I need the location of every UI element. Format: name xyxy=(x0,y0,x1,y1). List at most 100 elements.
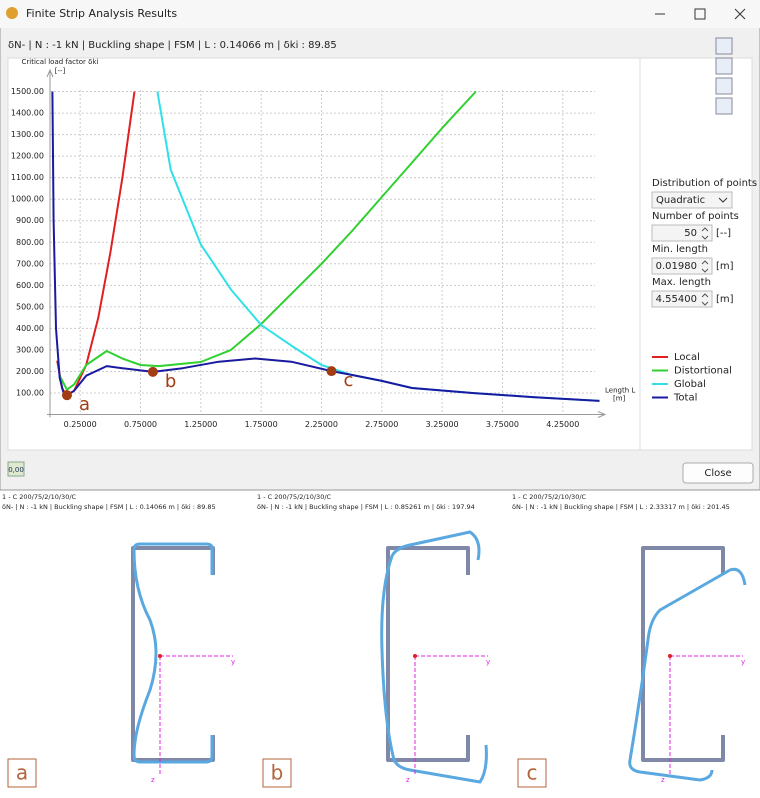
section-label-box xyxy=(262,758,292,788)
legend-label: Total xyxy=(673,393,697,404)
x-tick-label: 1.75000 xyxy=(245,420,278,429)
section-label: b xyxy=(271,761,284,785)
section-undeformed xyxy=(641,546,725,762)
section-undeformed xyxy=(386,546,470,762)
max-label: Max. length xyxy=(652,277,711,288)
chart-panel xyxy=(7,57,753,451)
marker xyxy=(147,366,158,377)
section-deformed xyxy=(380,530,488,784)
x-tick-label: 0.75000 xyxy=(124,420,157,429)
x-tick-label: 3.25000 xyxy=(426,420,459,429)
app-icon xyxy=(6,7,18,19)
local-axes xyxy=(414,655,488,775)
footer-icon[interactable] xyxy=(7,461,25,477)
y-tick-label: 100.00 xyxy=(16,388,44,397)
series-line xyxy=(58,90,477,391)
close-x[interactable] xyxy=(734,8,746,20)
chart-subtitle: δN- | N : -1 kN | Buckling shape | FSM |… xyxy=(8,40,337,51)
origin xyxy=(413,654,417,658)
section-caption: 1 - C 200/75/2/10/30/C xyxy=(2,493,77,501)
maximize[interactable] xyxy=(694,8,706,20)
section-label-box xyxy=(517,758,547,788)
section-info: δN- | N : -1 kN | Buckling shape | FSM |… xyxy=(257,503,475,511)
y-axis-label: Critical load factor δki xyxy=(22,58,99,66)
tool-btn[interactable] xyxy=(715,97,733,115)
x-tick-label: 2.75000 xyxy=(365,420,398,429)
y-tick-label: 1400.00 xyxy=(11,109,44,118)
dist-select[interactable] xyxy=(651,191,733,209)
window-title: Finite Strip Analysis Results xyxy=(26,7,177,20)
section-info: δN- | N : -1 kN | Buckling shape | FSM |… xyxy=(2,503,216,511)
y-tick-label: 700.00 xyxy=(16,259,44,268)
y-axis-name: y xyxy=(231,658,235,666)
y-tick-label: 900.00 xyxy=(16,216,44,225)
dist-value: Quadratic xyxy=(656,195,705,206)
section-label: a xyxy=(16,761,28,785)
y-tick-label: 300.00 xyxy=(16,345,44,354)
num-input[interactable] xyxy=(651,224,713,242)
y-axis-unit: [--] xyxy=(55,67,66,75)
close-button[interactable] xyxy=(682,462,754,484)
y-tick-label: 1100.00 xyxy=(11,173,44,182)
local-axes xyxy=(159,655,233,775)
section-info: δN- | N : -1 kN | Buckling shape | FSM |… xyxy=(512,503,730,511)
caret xyxy=(718,197,728,203)
legend-label: Distortional xyxy=(674,366,732,377)
x-tick-label: 2.25000 xyxy=(305,420,338,429)
y-axis-name: y xyxy=(486,658,490,666)
num-value: 50 xyxy=(684,228,697,239)
num-unit: [--] xyxy=(716,228,731,239)
axes xyxy=(46,68,607,418)
min-label: Min. length xyxy=(652,244,708,255)
dist-label: Distribution of points xyxy=(652,178,757,189)
y-tick-label: 500.00 xyxy=(16,302,44,311)
section-deformed xyxy=(628,567,747,782)
close-text: Close xyxy=(704,468,731,479)
z-axis-name: z xyxy=(151,776,155,784)
x-axis-unit: [m] xyxy=(613,395,626,403)
tool-btn[interactable] xyxy=(715,57,733,75)
tool-btn[interactable] xyxy=(715,37,733,55)
title-bar xyxy=(0,0,760,28)
y-tick-label: 600.00 xyxy=(16,281,44,290)
min-input[interactable] xyxy=(651,257,713,275)
x-tick-label: 3.75000 xyxy=(486,420,519,429)
max-value: 4.55400 xyxy=(656,294,697,305)
series-line xyxy=(51,91,600,402)
y-tick-label: 200.00 xyxy=(16,367,44,376)
origin xyxy=(668,654,672,658)
min-value: 0.01980 xyxy=(656,261,697,272)
origin xyxy=(158,654,162,658)
x-axis-label: Length L xyxy=(605,387,635,395)
z-axis-name: z xyxy=(661,776,665,784)
footer-icon-text: 0,00 xyxy=(8,466,24,474)
section-label: c xyxy=(527,761,538,785)
marker-label: a xyxy=(79,394,90,415)
x-tick-label: 4.25000 xyxy=(546,420,579,429)
y-tick-label: 800.00 xyxy=(16,238,44,247)
y-tick-label: 400.00 xyxy=(16,324,44,333)
num-label: Number of points xyxy=(652,211,739,222)
y-tick-label: 1500.00 xyxy=(11,87,44,96)
marker xyxy=(61,390,72,401)
local-axes xyxy=(669,655,743,775)
spin-arrows xyxy=(701,227,709,306)
z-axis-name: z xyxy=(406,776,410,784)
toolbar xyxy=(715,37,733,115)
y-axis-name: y xyxy=(741,658,745,666)
marker-label: c xyxy=(344,370,354,391)
x-tick-label: 0.25000 xyxy=(64,420,97,429)
y-tick-label: 1200.00 xyxy=(11,152,44,161)
y-tick-label: 1000.00 xyxy=(11,195,44,204)
max-unit: [m] xyxy=(716,294,734,305)
section-deformed xyxy=(132,542,214,764)
x-tick-label: 1.25000 xyxy=(184,420,217,429)
legend-label: Local xyxy=(674,352,700,363)
min-unit: [m] xyxy=(716,261,734,272)
tool-btn[interactable] xyxy=(715,77,733,95)
max-input[interactable] xyxy=(651,290,713,308)
section-label-box xyxy=(7,758,37,788)
section-caption: 1 - C 200/75/2/10/30/C xyxy=(512,493,587,501)
